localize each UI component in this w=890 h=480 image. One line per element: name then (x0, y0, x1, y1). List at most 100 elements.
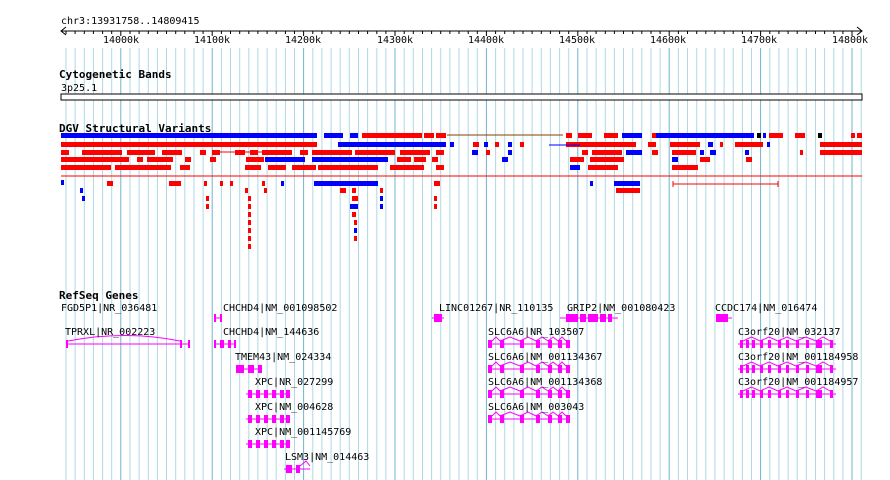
exon (786, 390, 789, 398)
intron (557, 336, 567, 342)
gene-label: GRIP2|NM_001080423 (567, 303, 675, 314)
gene-label: CHCHD4|NM_001098502 (223, 303, 337, 314)
ruler-arrows (60, 26, 863, 36)
sv-block (248, 228, 251, 233)
exon (740, 365, 743, 373)
exon (286, 465, 292, 473)
exon (272, 440, 276, 448)
exon (752, 365, 755, 373)
sv-block (180, 165, 190, 170)
exon (786, 340, 789, 348)
intron (519, 386, 537, 392)
intron (491, 336, 501, 342)
sv-block (107, 181, 113, 186)
intron (519, 361, 537, 367)
sv-block (82, 150, 122, 155)
exon (488, 390, 492, 398)
exon (830, 390, 833, 398)
sv-block (262, 150, 292, 155)
track-title[interactable]: DGV Structural Variants (59, 122, 211, 135)
sv-block (820, 142, 862, 147)
exon (768, 390, 771, 398)
sv-block (604, 133, 618, 138)
sv-block (769, 133, 783, 138)
sv-block (204, 181, 207, 186)
gene-label: XPC|NM_004628 (255, 402, 333, 413)
exon (188, 340, 190, 348)
gene-label: SLC6A6|NM_001134367 (488, 352, 602, 363)
intron (777, 361, 797, 367)
sv-block (200, 150, 206, 155)
sv-block (434, 204, 437, 209)
track-title[interactable]: RefSeq Genes (59, 289, 138, 302)
intron (535, 361, 549, 367)
sv-block (795, 133, 805, 138)
sv-block (414, 157, 426, 162)
sv-block (262, 181, 265, 186)
exon (778, 390, 781, 398)
exon (536, 390, 540, 398)
location-label: chr3:13931758..14809415 (61, 16, 199, 27)
sv-block (318, 165, 378, 170)
intron (742, 386, 761, 392)
tick-label: 14400k (468, 35, 504, 46)
intron (795, 386, 817, 392)
track-title[interactable]: Cytogenetic Bands (59, 68, 172, 81)
sv-block (354, 220, 357, 225)
gene-label: SLC6A6|NM_003043 (488, 402, 584, 413)
chromosome-band[interactable] (60, 93, 863, 101)
sv-block (61, 180, 64, 185)
exon (264, 390, 268, 398)
exon (536, 415, 540, 423)
sv-block (362, 133, 422, 138)
intron (815, 361, 831, 367)
sv-block (434, 196, 437, 201)
exon (760, 390, 763, 398)
sv-block (162, 150, 182, 155)
sv-block (502, 157, 508, 162)
exon (768, 340, 771, 348)
sv-block (436, 150, 444, 155)
exon (500, 365, 504, 373)
tick-label: 14000k (103, 35, 139, 46)
sv-block (434, 181, 440, 186)
exon (752, 390, 755, 398)
gene-label: C3orf20|NM_001184957 (738, 377, 858, 388)
exon (488, 365, 492, 373)
intron (547, 336, 559, 342)
sv-block (763, 133, 766, 138)
exon (806, 340, 809, 348)
gene-glyphs[interactable] (66, 314, 836, 473)
sv-block (354, 228, 357, 233)
sv-block (652, 133, 656, 138)
exon (536, 340, 540, 348)
intron (557, 361, 567, 367)
sv-block (246, 157, 264, 162)
dgv-features[interactable] (61, 133, 862, 249)
exon (740, 340, 743, 348)
sv-block (380, 188, 383, 193)
sv-block (592, 150, 622, 155)
sv-block (700, 157, 710, 162)
sv-block (508, 150, 512, 155)
sv-block (450, 142, 454, 147)
sv-block (746, 157, 752, 162)
sv-block (82, 196, 85, 201)
sv-block (127, 150, 155, 155)
exon (258, 365, 262, 373)
sv-block (436, 165, 444, 170)
exon (248, 440, 252, 448)
sv-block (61, 157, 129, 162)
exon (234, 340, 236, 348)
sv-block (590, 181, 593, 186)
sv-block (432, 157, 438, 162)
exon (272, 415, 276, 423)
intron (535, 386, 549, 392)
sv-block (61, 142, 317, 147)
exon (778, 340, 781, 348)
sv-block (820, 150, 862, 155)
sv-block (672, 150, 696, 155)
intron (519, 411, 537, 417)
sv-block (484, 142, 488, 147)
exon (256, 390, 260, 398)
